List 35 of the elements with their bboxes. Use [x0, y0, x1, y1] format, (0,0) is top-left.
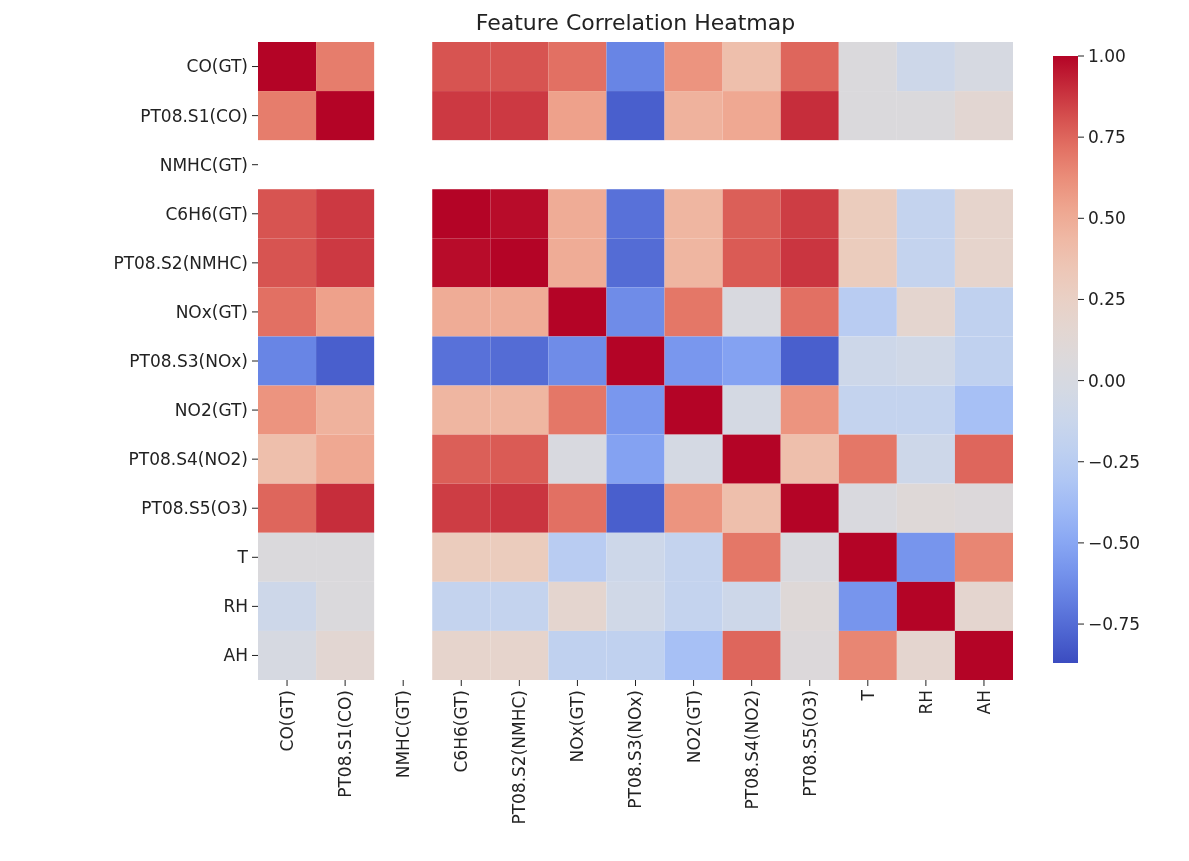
color-bar-label: 0.00: [1088, 370, 1126, 391]
color-bar-label: 0.50: [1088, 208, 1126, 229]
x-tick-label: PT08.S2(NMHC): [509, 690, 530, 825]
color-bar-label: −0.75: [1088, 614, 1141, 634]
x-tick-label: PT08.S1(CO): [335, 690, 356, 798]
color-bar-label: 0.75: [1088, 127, 1126, 148]
color-bar-label: −0.50: [1088, 532, 1141, 553]
y-tick-label: NO2(GT): [174, 400, 248, 421]
y-tick-label: PT08.S2(NMHC): [113, 252, 248, 273]
color-bar-label: 1.00: [1088, 45, 1126, 66]
y-tick-label: C6H6(GT): [165, 203, 248, 224]
y-tick-label: NMHC(GT): [159, 154, 248, 175]
x-tick-label: NO2(GT): [683, 690, 704, 764]
y-tick-label: NOx(GT): [175, 301, 248, 322]
x-tick-label: PT08.S4(NO2): [741, 690, 762, 810]
y-tick-label: CO(GT): [186, 56, 248, 77]
x-tick-label: PT08.S5(O3): [799, 690, 820, 797]
x-tick-label: CO(GT): [276, 690, 297, 752]
x-tick-label: T: [857, 689, 878, 702]
x-tick-label: PT08.S3(NOx): [625, 690, 646, 809]
y-tick-label: PT08.S4(NO2): [128, 449, 248, 470]
color-bar-label: 0.25: [1088, 289, 1126, 310]
x-tick-label: AH: [973, 690, 994, 715]
y-tick-label: RH: [223, 596, 248, 617]
y-tick-label: PT08.S5(O3): [141, 498, 248, 519]
x-tick-label: RH: [915, 690, 936, 715]
y-tick-label: AH: [223, 645, 248, 666]
x-tick-label: C6H6(GT): [451, 690, 472, 773]
y-tick-label: PT08.S1(CO): [140, 105, 248, 126]
color-bar-label: −0.25: [1088, 451, 1141, 472]
x-tick-label: NMHC(GT): [393, 690, 414, 779]
chart-title: Feature Correlation Heatmap: [475, 10, 796, 35]
y-tick-label: T: [236, 547, 249, 568]
y-tick-label: PT08.S3(NOx): [129, 350, 248, 371]
x-tick-label: NOx(GT): [567, 690, 588, 763]
